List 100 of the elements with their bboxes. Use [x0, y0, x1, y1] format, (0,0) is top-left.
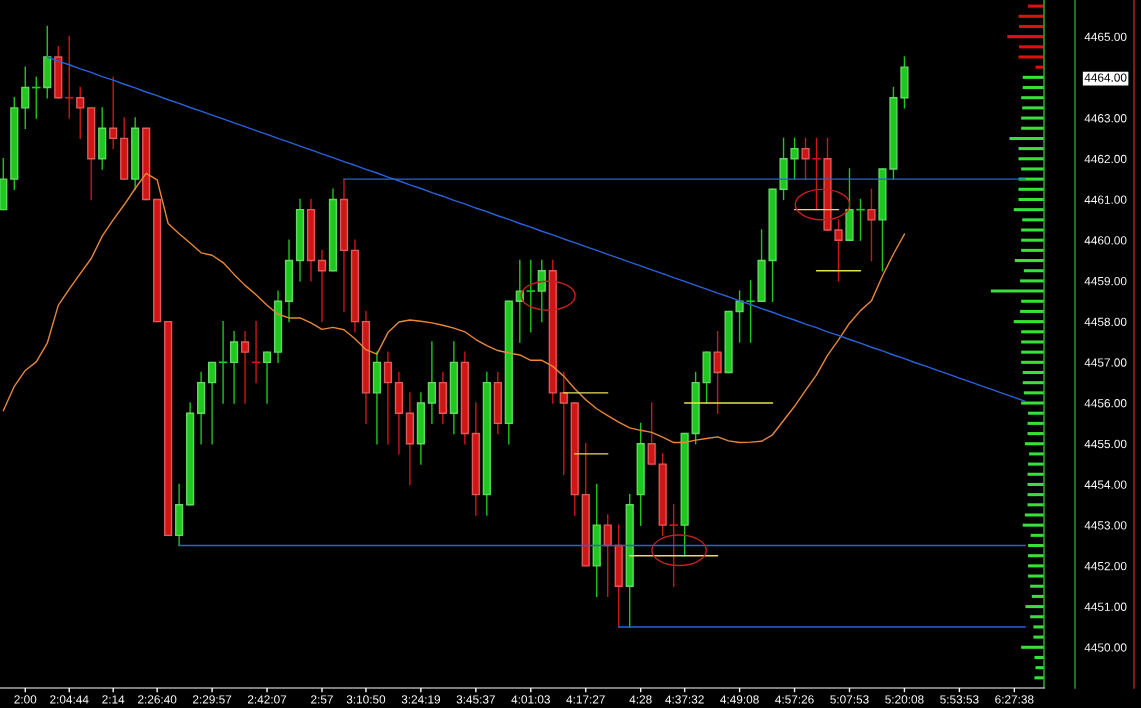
candlestick — [647, 402, 656, 465]
bar — [1021, 330, 1044, 334]
x-tick-label: 2:42:07 — [247, 695, 287, 704]
candlestick — [262, 351, 272, 404]
x-tick-label: 6:27:38 — [995, 695, 1034, 704]
candlestick — [383, 351, 393, 445]
y-tick-label: 4464.00 — [1084, 73, 1127, 82]
candlestick — [21, 66, 30, 129]
y-tick-label: 4459.00 — [1084, 276, 1127, 286]
bar — [1022, 523, 1044, 527]
candlestick — [76, 86, 85, 140]
y-tick-label: 4450.00 — [1084, 643, 1127, 652]
bar — [1020, 309, 1044, 313]
bar — [1022, 370, 1044, 375]
candlestick — [559, 371, 568, 475]
candlestick — [240, 331, 250, 404]
candlestick — [109, 76, 118, 150]
x-tick-label: 3:45:37 — [456, 695, 495, 704]
y-tick-label: 4465.00 — [1084, 32, 1127, 42]
candlestick — [207, 361, 217, 445]
x-tick-label: 4:17:27 — [566, 695, 605, 704]
bar — [1023, 391, 1044, 395]
x-tick-label: 2:00 — [14, 695, 37, 704]
bar — [1027, 503, 1044, 507]
bar — [1020, 279, 1044, 283]
bar — [990, 289, 1044, 293]
bar — [1022, 86, 1044, 90]
bar — [1027, 493, 1044, 497]
candlestick — [64, 35, 74, 119]
bar — [1022, 75, 1044, 79]
candlestick — [537, 259, 546, 323]
y-tick-label: 4462.00 — [1084, 154, 1127, 164]
bar — [1021, 167, 1044, 171]
bar — [1018, 197, 1044, 202]
y-tick-label: 4451.00 — [1084, 602, 1127, 611]
y-tick-label: 4457.00 — [1084, 358, 1127, 367]
bar — [1021, 350, 1044, 354]
bar — [1021, 401, 1044, 405]
y-tick-label: 4455.00 — [1084, 439, 1127, 449]
bar — [1027, 421, 1044, 425]
bar — [1018, 187, 1044, 191]
y-tick-label: 4452.00 — [1084, 561, 1127, 571]
y-tick-label: 4453.00 — [1084, 521, 1127, 530]
y-tick-label: 4463.00 — [1084, 114, 1127, 123]
x-tick-label: 2:14 — [102, 695, 125, 704]
bar — [1021, 96, 1044, 100]
x-tick-label: 5:20:08 — [885, 695, 924, 704]
bar — [1028, 543, 1044, 548]
x-tick-label: 4:57:26 — [775, 695, 814, 704]
x-tick-label: 4:37:32 — [665, 695, 704, 704]
candlestick — [251, 320, 261, 384]
bar — [1030, 615, 1044, 619]
x-tick-label: 3:24:19 — [401, 695, 441, 704]
x-tick-label: 4:28 — [629, 695, 652, 704]
bar — [1013, 208, 1044, 212]
bar — [1018, 55, 1044, 59]
bar — [1027, 482, 1044, 486]
bar — [1028, 4, 1044, 8]
x-tick-label: 2:26:40 — [138, 695, 177, 704]
x-tick-label: 5:07:53 — [830, 695, 869, 704]
bar — [1021, 248, 1044, 252]
bar — [1024, 513, 1044, 517]
bar — [1024, 442, 1044, 446]
candlestick — [218, 320, 228, 404]
x-tick-label: 2:29:57 — [193, 695, 232, 704]
bar — [1022, 218, 1044, 222]
candlestick — [229, 331, 239, 404]
bar — [1034, 676, 1044, 680]
bar — [1019, 24, 1044, 28]
candlestick — [603, 514, 612, 598]
bar — [1018, 147, 1044, 151]
bar — [1028, 554, 1044, 558]
bar — [1014, 259, 1044, 263]
candlestick — [735, 290, 744, 343]
bar — [1028, 574, 1044, 578]
bar — [1034, 655, 1044, 659]
y-tick-label: 4456.00 — [1084, 399, 1127, 408]
bar — [1033, 625, 1044, 629]
bar — [1021, 228, 1044, 232]
bar — [1021, 238, 1044, 242]
bar — [1021, 299, 1044, 303]
bar — [1022, 106, 1044, 110]
bar — [1022, 381, 1044, 385]
bar — [1018, 14, 1044, 18]
candlestick — [790, 137, 799, 180]
bar — [1027, 472, 1044, 476]
bar — [1021, 116, 1044, 120]
bar — [1021, 340, 1044, 344]
bar — [1028, 462, 1044, 466]
candlestick — [867, 188, 876, 262]
x-tick-label: 4:49:08 — [720, 695, 759, 704]
x-tick-label: 3:10:50 — [346, 695, 386, 704]
bar — [1007, 35, 1044, 39]
candlestick — [746, 280, 755, 343]
bar — [1028, 564, 1044, 568]
candlestick — [713, 331, 722, 414]
bar — [1025, 605, 1044, 609]
candlestick — [427, 341, 436, 425]
bar — [1029, 452, 1044, 456]
y-tick-label: 4454.00 — [1084, 480, 1127, 489]
